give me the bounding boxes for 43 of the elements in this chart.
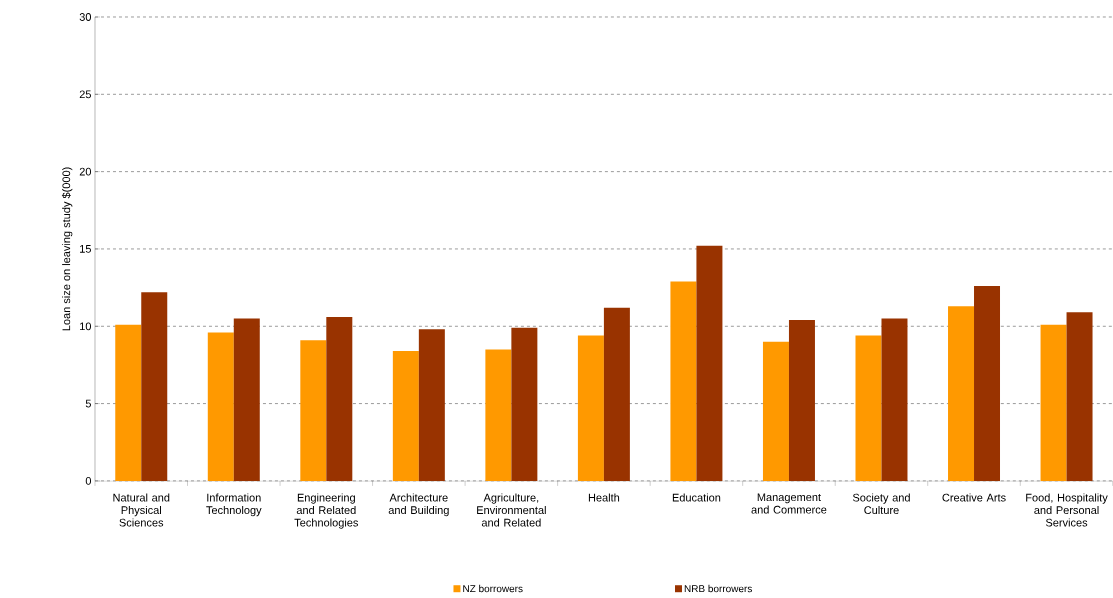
bar — [948, 306, 975, 482]
x-tick-label: Management and Commerce — [751, 493, 827, 514]
bar — [511, 328, 538, 482]
x-tick-label: Society and Culture — [852, 493, 910, 515]
x-tick-label: Natural and Physical Sciences — [113, 493, 170, 527]
bar — [141, 292, 168, 482]
bar — [603, 307, 630, 482]
bar — [418, 329, 445, 482]
bar — [300, 340, 327, 482]
bar — [670, 281, 697, 482]
bar — [881, 318, 908, 482]
bar — [1040, 324, 1067, 482]
y-tick-label: 10 — [80, 322, 92, 331]
x-tick-label: Agriculture, Environmental and Related — [477, 493, 546, 527]
y-tick-label: 25 — [79, 90, 91, 99]
y-axis-title: Loan size on leaving study $(000) — [61, 167, 73, 331]
bar — [326, 317, 353, 482]
bar — [788, 320, 815, 482]
x-tick-label: Food, Hospitality and Personal Services — [1026, 493, 1108, 527]
bar — [696, 246, 723, 482]
x-tick-label: Health — [588, 493, 620, 502]
x-tick-label: Engineering and Related Technologies — [294, 493, 358, 529]
y-tick-label: 15 — [80, 245, 91, 253]
bar — [1066, 312, 1093, 482]
bar — [233, 318, 260, 482]
x-tick-label: Information Technology — [206, 493, 262, 517]
y-tick-label: 0 — [85, 477, 92, 486]
bar — [207, 332, 234, 482]
bar — [485, 349, 512, 482]
bar — [974, 286, 1001, 482]
bar — [115, 324, 142, 482]
y-tick-label: 5 — [85, 399, 91, 408]
bar — [762, 341, 789, 482]
legend-label: NRB borrowers — [684, 585, 752, 593]
y-tick-label: 20 — [79, 167, 92, 176]
x-tick-label: Creative Arts — [942, 493, 1006, 502]
bar — [855, 335, 882, 482]
bar — [392, 351, 419, 482]
legend-label: NZ borrowers — [463, 585, 523, 593]
x-tick-label: Education — [672, 493, 721, 502]
bar — [577, 335, 604, 482]
y-tick-label: 30 — [79, 13, 92, 22]
x-tick-label: Architecture and Building — [388, 493, 449, 517]
